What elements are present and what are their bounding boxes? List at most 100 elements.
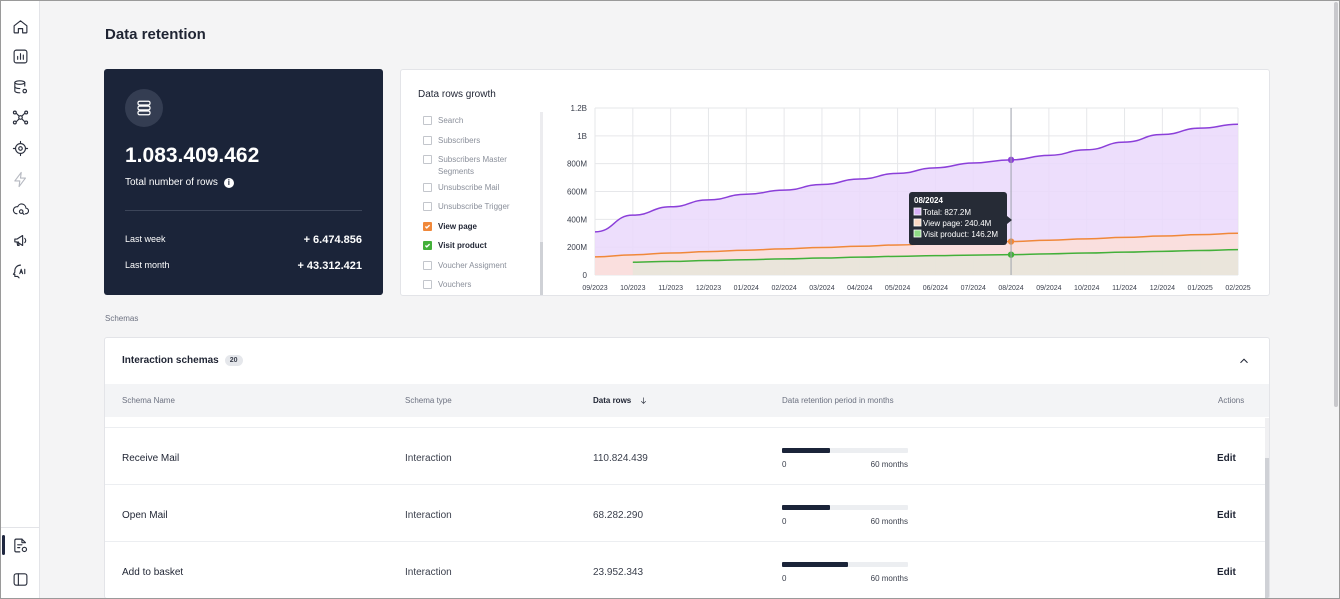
chart-title: Data rows growth [418,89,496,100]
table-row: Add to basket Interaction 23.952.343 0 60 mo… [105,541,1265,597]
tooltip-line: View page: 240.4M [923,219,992,228]
x-tick-label: 03/2024 [809,285,834,292]
schema-type: Interaction [405,567,452,578]
schema-data-rows: 23.952.343 [593,567,644,578]
checkbox-icon[interactable] [423,261,432,270]
y-tick-label: 0 [583,271,588,280]
tooltip-title: 08/2024 [914,196,943,205]
x-tick-label: 11/2023 [658,285,683,292]
legend-item[interactable]: Visit product [423,240,513,252]
target-icon[interactable] [10,138,30,158]
schema-name: Add to basket [122,567,184,578]
sidebar [0,0,40,599]
total-rows-label: Total number of rows i [125,177,234,188]
retention-bar: 0 60 months [782,562,908,583]
schema-type: Interaction [405,510,452,521]
schemas-card: Interaction schemas 20 Schema Name Schem… [104,337,1270,599]
megaphone-icon[interactable] [10,230,30,250]
series-line-0 [594,123,1239,233]
info-icon[interactable]: i [223,177,234,188]
legend-item[interactable]: View page [423,221,513,233]
legend-item[interactable]: Search [423,115,513,127]
x-tick-label: 02/2025 [1225,285,1250,292]
panel-toggle-icon[interactable] [10,569,30,589]
legend-item[interactable]: Subscribers Master Segments [423,154,513,178]
database-settings-icon[interactable] [10,77,30,97]
retention-track [782,562,908,567]
schema-type: Interaction [405,453,452,464]
x-tick-label: 06/2024 [923,285,948,292]
legend-label: Vouchers [438,280,472,289]
edit-button[interactable]: Edit [1217,453,1236,464]
legend-label: Subscribers [438,136,481,145]
retention-max: 60 months [870,517,908,526]
tooltip-line: Visit product: 146.2M [923,230,998,239]
legend-scrollbar[interactable] [540,112,543,295]
checkbox-icon[interactable] [423,280,432,289]
retention-icon[interactable] [10,535,30,555]
y-tick-label: 600M [567,188,587,197]
table-scrollbar[interactable] [1265,418,1269,598]
y-tick-label: 1B [577,132,587,141]
legend-item[interactable]: Unsubscribe Mail [423,182,513,194]
schema-data-rows: 110.824.439 [593,453,648,464]
table-row: Receive Mail Interaction 110.824.439 0 60 mo… [105,427,1265,483]
total-rows-label-text: Total number of rows [125,177,218,188]
retention-bar: 0 60 months [782,448,908,469]
x-tick-label: 11/2024 [1112,285,1137,292]
edit-button[interactable]: Edit [1217,510,1236,521]
active-indicator [2,535,5,555]
legend-label: Visit product [438,241,487,250]
ai-icon[interactable] [10,261,30,281]
network-icon[interactable] [10,107,30,127]
page-scrollbar[interactable] [1334,2,1338,407]
col-actions: Actions [1218,396,1245,405]
tooltip-arrow [1007,216,1012,224]
last-month-row: Last month + 43.312.421 [125,260,362,272]
checkbox-icon[interactable] [423,116,432,125]
legend-item[interactable]: Subscribers [423,135,513,147]
retention-fill [782,448,830,453]
tooltip-line: Total: 827.2M [923,208,971,217]
last-week-label: Last week [125,234,166,244]
sort-down-icon[interactable] [639,396,648,405]
page-title: Data retention [105,26,206,43]
last-week-value: + 6.474.856 [303,234,362,246]
checkbox-icon[interactable] [423,155,432,164]
legend-item[interactable]: Vouchers [423,279,513,291]
x-tick-label: 12/2024 [1150,285,1175,292]
x-tick-label: 05/2024 [885,285,910,292]
schemas-header: Interaction schemas 20 [122,355,243,366]
retention-min: 0 [782,574,787,583]
chevron-up-icon[interactable] [1237,354,1251,368]
schema-data-rows: 68.282.290 [593,510,644,521]
last-month-value: + 43.312.421 [297,260,362,272]
retention-max: 60 months [870,574,908,583]
home-icon[interactable] [10,16,30,36]
checkbox-checked-icon[interactable] [423,241,432,250]
cloud-search-icon[interactable] [10,199,30,219]
checkbox-icon[interactable] [423,202,432,211]
analytics-icon[interactable] [10,46,30,66]
database-icon [125,89,163,127]
legend-label: View page [438,222,477,231]
col-retention[interactable]: Data retention period in months [782,396,894,405]
col-data-rows-label: Data rows [593,396,632,405]
col-schema-name[interactable]: Schema Name [122,396,175,405]
edit-button[interactable]: Edit [1217,567,1236,578]
schema-name: Open Mail [122,510,168,521]
retention-track [782,505,908,510]
tooltip-swatch [913,218,922,227]
schema-name: Receive Mail [122,453,180,464]
growth-chart: 0 200M 400M 600M 800M 1B 1.2B 09/2023 10/2023 11/… [567,104,1251,292]
series-area-2 [632,249,1238,275]
col-schema-type[interactable]: Schema type [405,396,452,405]
checkbox-icon[interactable] [423,136,432,145]
legend-item[interactable]: Unsubscribe Trigger [423,201,513,213]
col-data-rows[interactable]: Data rows [593,396,648,405]
y-tick-label: 800M [567,160,587,169]
legend-item[interactable]: Voucher Assigment [423,260,513,272]
checkbox-checked-icon[interactable] [423,222,432,231]
checkbox-icon[interactable] [423,183,432,192]
lightning-icon[interactable] [10,169,30,189]
